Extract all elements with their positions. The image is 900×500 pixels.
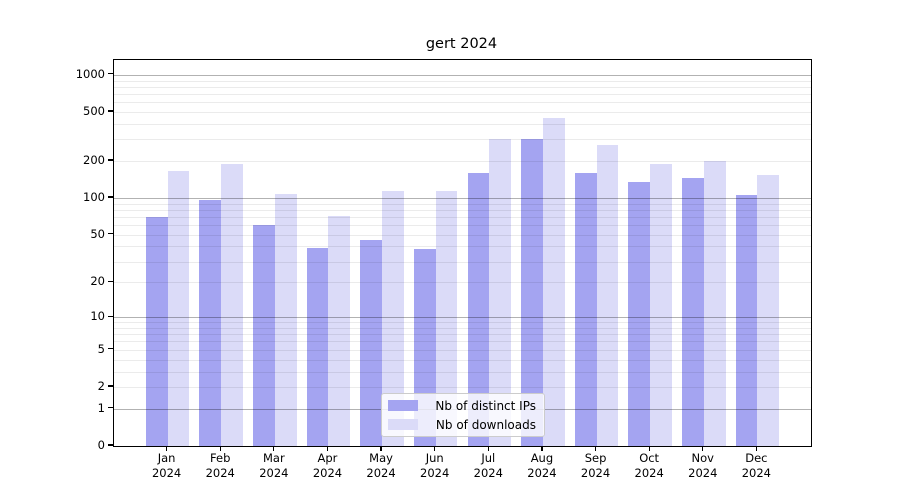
bars-layer <box>114 60 811 446</box>
legend-swatch-downloads <box>388 419 418 430</box>
legend-swatch-distinct-ips <box>388 400 418 411</box>
bar-distinct-ips-dec <box>735 195 758 446</box>
x-tick-mark <box>273 446 275 451</box>
x-tick-mark <box>755 446 757 451</box>
x-tick-mark <box>434 446 436 451</box>
y-tick-label: 50 <box>90 226 105 241</box>
x-tick-mark <box>487 446 489 451</box>
bar-downloads-aug <box>542 117 565 446</box>
y-tick-label: 5 <box>97 341 105 356</box>
bar-distinct-ips-jul <box>467 173 490 446</box>
y-tick-label: 2 <box>97 378 105 393</box>
legend-label-downloads: Nb of downloads <box>435 417 536 432</box>
chart-title: gert 2024 <box>425 36 498 52</box>
legend: Nb of distinct IPs Nb of downloads <box>381 393 545 437</box>
bar-downloads-jun <box>435 190 458 446</box>
x-tick-label-apr: Apr 2024 <box>312 451 343 480</box>
bar-distinct-ips-mar <box>253 225 275 446</box>
bar-distinct-ips-aug <box>521 138 543 446</box>
y-tick-mark <box>108 407 113 409</box>
y-tick-mark <box>108 233 113 235</box>
x-tick-mark <box>594 446 597 451</box>
legend-row-distinct-ips: Nb of distinct IPs <box>388 396 536 415</box>
x-tick-mark <box>219 446 221 451</box>
x-tick-label-mar: Mar 2024 <box>259 451 289 480</box>
y-tick-label: 1 <box>97 400 105 415</box>
y-tick-mark <box>108 73 113 75</box>
x-tick-mark <box>380 446 382 451</box>
x-tick-label-oct: Oct 2024 <box>634 451 664 480</box>
y-tick-mark <box>108 315 113 317</box>
bar-downloads-feb <box>221 163 244 446</box>
bar-downloads-jul <box>489 138 512 446</box>
bar-distinct-ips-oct <box>628 182 651 446</box>
bar-downloads-jan <box>167 171 190 446</box>
y-tick-mark <box>108 110 113 112</box>
bar-distinct-ips-may <box>360 240 383 446</box>
bar-distinct-ips-sep <box>574 173 597 446</box>
bar-downloads-dec <box>757 174 780 446</box>
y-tick-label: 200 <box>83 153 105 168</box>
y-tick-mark <box>108 348 113 350</box>
x-tick-mark <box>326 446 329 451</box>
x-tick-label-dec: Dec 2024 <box>741 451 772 480</box>
x-tick-label-jan: Jan 2024 <box>151 451 182 480</box>
y-tick-mark <box>108 385 113 387</box>
y-tick-label: 20 <box>90 274 105 289</box>
x-tick-label-jun: Jun 2024 <box>420 451 450 480</box>
x-tick-label-aug: Aug 2024 <box>527 451 557 480</box>
bar-distinct-ips-apr <box>306 247 329 446</box>
y-tick-mark <box>108 159 113 161</box>
bar-downloads-mar <box>274 193 297 446</box>
x-tick-mark <box>541 446 543 451</box>
x-tick-label-nov: Nov 2024 <box>688 451 718 480</box>
plot-area: Nb of distinct IPs Nb of downloads <box>113 59 812 447</box>
y-tick-label: 10 <box>90 309 105 324</box>
bar-downloads-may <box>382 190 404 446</box>
bar-downloads-nov <box>703 161 726 446</box>
x-tick-mark <box>166 446 168 451</box>
bar-downloads-sep <box>596 145 619 446</box>
legend-label-distinct-ips: Nb of distinct IPs <box>435 398 536 413</box>
y-tick-mark <box>108 196 113 198</box>
y-tick-mark <box>108 280 113 283</box>
x-tick-mark <box>648 446 650 451</box>
y-tick-label: 100 <box>83 190 105 205</box>
y-tick-label: 0 <box>97 438 105 452</box>
legend-row-downloads: Nb of downloads <box>388 415 536 434</box>
bar-distinct-ips-jan <box>145 216 168 446</box>
bar-downloads-oct <box>650 163 672 446</box>
x-tick-label-jul: Jul 2024 <box>473 451 503 480</box>
y-tick-mark <box>108 444 113 446</box>
bar-downloads-apr <box>328 216 351 446</box>
y-tick-label: 1000 <box>75 66 105 81</box>
x-tick-label-feb: Feb 2024 <box>205 451 235 480</box>
bar-distinct-ips-nov <box>681 178 704 446</box>
y-tick-label: 500 <box>83 104 105 119</box>
x-tick-label-sep: Sep 2024 <box>580 451 611 480</box>
x-tick-mark <box>702 446 704 451</box>
bar-distinct-ips-feb <box>199 199 222 446</box>
x-tick-label-may: May 2024 <box>366 451 396 480</box>
